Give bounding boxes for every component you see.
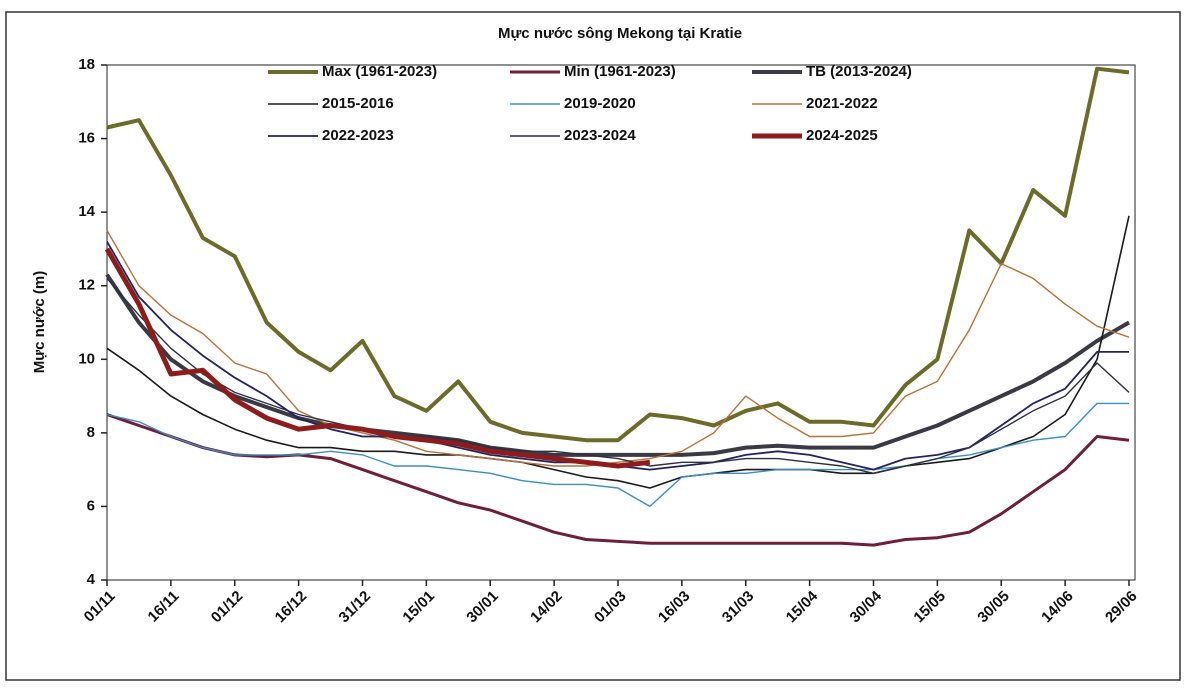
series-line (106, 230, 1130, 467)
y-tick-label: 4 (87, 571, 96, 588)
y-tick-label: 14 (78, 203, 95, 220)
legend-label: Max (1961-2023) (322, 63, 437, 80)
series-line (106, 215, 1130, 489)
y-tick-label: 6 (87, 497, 95, 514)
chart-title: Mực nước sông Mekong tại Kratie (498, 25, 742, 42)
legend-label: Min (1961-2023) (564, 63, 676, 80)
legend-label: 2023-2024 (564, 127, 636, 144)
y-tick-label: 18 (78, 56, 95, 73)
legend-label: 2024-2025 (806, 127, 878, 144)
y-tick-label: 16 (78, 130, 95, 147)
plot-area (106, 64, 1136, 581)
series-line (106, 277, 1130, 474)
chart-frame (5, 11, 1181, 681)
series-line (106, 413, 1130, 547)
legend-label: 2022-2023 (322, 127, 394, 144)
series-line (106, 66, 1130, 443)
series-line (105, 273, 1130, 457)
y-tick-label: 8 (87, 424, 95, 441)
series-line (104, 247, 651, 469)
legend-label: 2019-2020 (564, 95, 636, 112)
y-tick-label: 10 (78, 350, 95, 367)
series-line (106, 402, 1129, 508)
legend-label: 2015-2016 (322, 95, 394, 112)
y-tick-label: 12 (78, 277, 95, 294)
legend-label: 2021-2022 (806, 95, 878, 112)
y-axis-label: Mực nước (m) (31, 271, 48, 373)
legend-label: TB (2013-2024) (806, 63, 912, 80)
